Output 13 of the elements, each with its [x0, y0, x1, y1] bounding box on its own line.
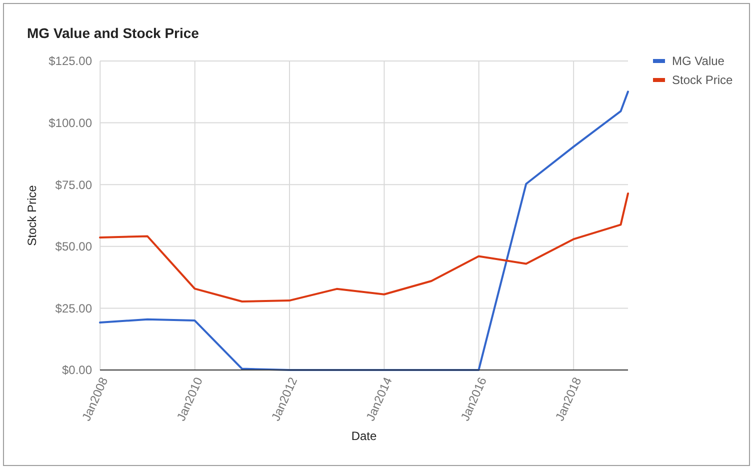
legend-label: Stock Price [672, 73, 734, 88]
y-tick-label: $100.00 [48, 116, 92, 130]
y-tick-label: $75.00 [55, 178, 92, 192]
y-tick-label: $25.00 [55, 301, 92, 316]
y-axis-title: Stock Price [25, 184, 39, 246]
y-tick-label: $0.00 [62, 363, 92, 378]
line-series [99, 90, 629, 371]
line-series [99, 192, 629, 303]
chart-title: MG Value and Stock Price [27, 25, 200, 41]
y-tick-label: $50.00 [55, 240, 92, 254]
x-axis-title: Date [351, 429, 377, 443]
legend-label: MG Value [672, 54, 725, 68]
y-tick-label: $125.00 [48, 54, 92, 68]
